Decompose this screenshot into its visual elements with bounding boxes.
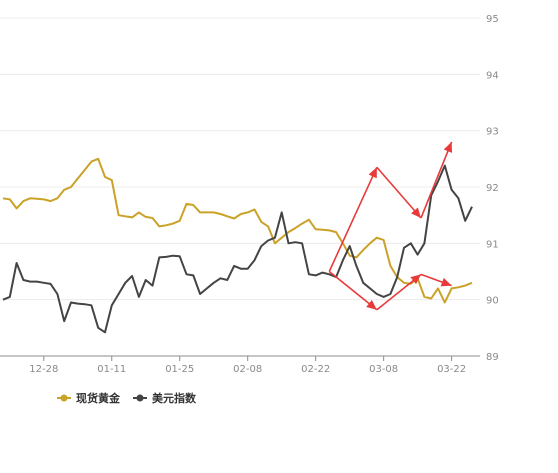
y-axis-tick-labels: 89 90 91 92 93 94 95 [486, 14, 499, 363]
y-tick-label-93: 93 [486, 127, 499, 138]
usd-index-line [2, 164, 473, 334]
annotation-arrow-head-3 [443, 141, 453, 153]
legend[interactable]: 现货黄金 美元指数 [57, 391, 197, 405]
annotation-arrow-head-6 [440, 277, 452, 287]
x-tick-label-01-11: 01-11 [97, 364, 126, 375]
x-tick-label-03-22: 03-22 [437, 364, 466, 375]
annotation-arrow-head-1 [368, 167, 377, 179]
y-tick-label-90: 90 [486, 296, 499, 307]
x-tick-label-01-25: 01-25 [165, 364, 194, 375]
annotation-arrow-line-1 [328, 166, 378, 272]
legend-usd-swatch-dot [136, 394, 144, 402]
y-tick-label-94: 94 [486, 70, 499, 81]
legend-gold-label: 现货黄金 [76, 391, 121, 405]
x-tick-label-03-08: 03-08 [369, 364, 398, 375]
y-tick-label-95: 95 [486, 14, 499, 25]
gold-price-line [2, 157, 473, 304]
x-tick-label-02-08: 02-08 [233, 364, 262, 375]
y-tick-label-92: 92 [486, 183, 499, 194]
x-tick-label-12-28: 12-28 [29, 364, 58, 375]
y-tick-label-91: 91 [486, 239, 499, 250]
chart-gridlines [0, 17, 480, 301]
series-lines [2, 157, 473, 334]
annotation-arrow-line-2 [376, 166, 422, 219]
annotation-arrow-head-5 [410, 274, 422, 285]
legend-item-gold[interactable]: 现货黄金 [57, 391, 121, 405]
y-tick-label-89: 89 [486, 352, 499, 363]
x-tick-label-02-22: 02-22 [301, 364, 330, 375]
legend-usd-label: 美元指数 [152, 391, 197, 405]
x-axis-tick-labels: 12-28 01-11 01-25 02-08 02-22 03-08 03-22 [29, 364, 466, 375]
legend-gold-swatch-dot [60, 394, 68, 402]
x-axis [0, 355, 480, 361]
annotation-arrow-line-3 [420, 141, 453, 219]
annotation-arrow-line-4 [328, 270, 378, 311]
annotation-arrows [328, 141, 453, 311]
legend-item-usd[interactable]: 美元指数 [133, 391, 197, 405]
annotation-arrow-head-4 [366, 300, 377, 310]
annotation-arrow-head-2 [411, 207, 422, 218]
